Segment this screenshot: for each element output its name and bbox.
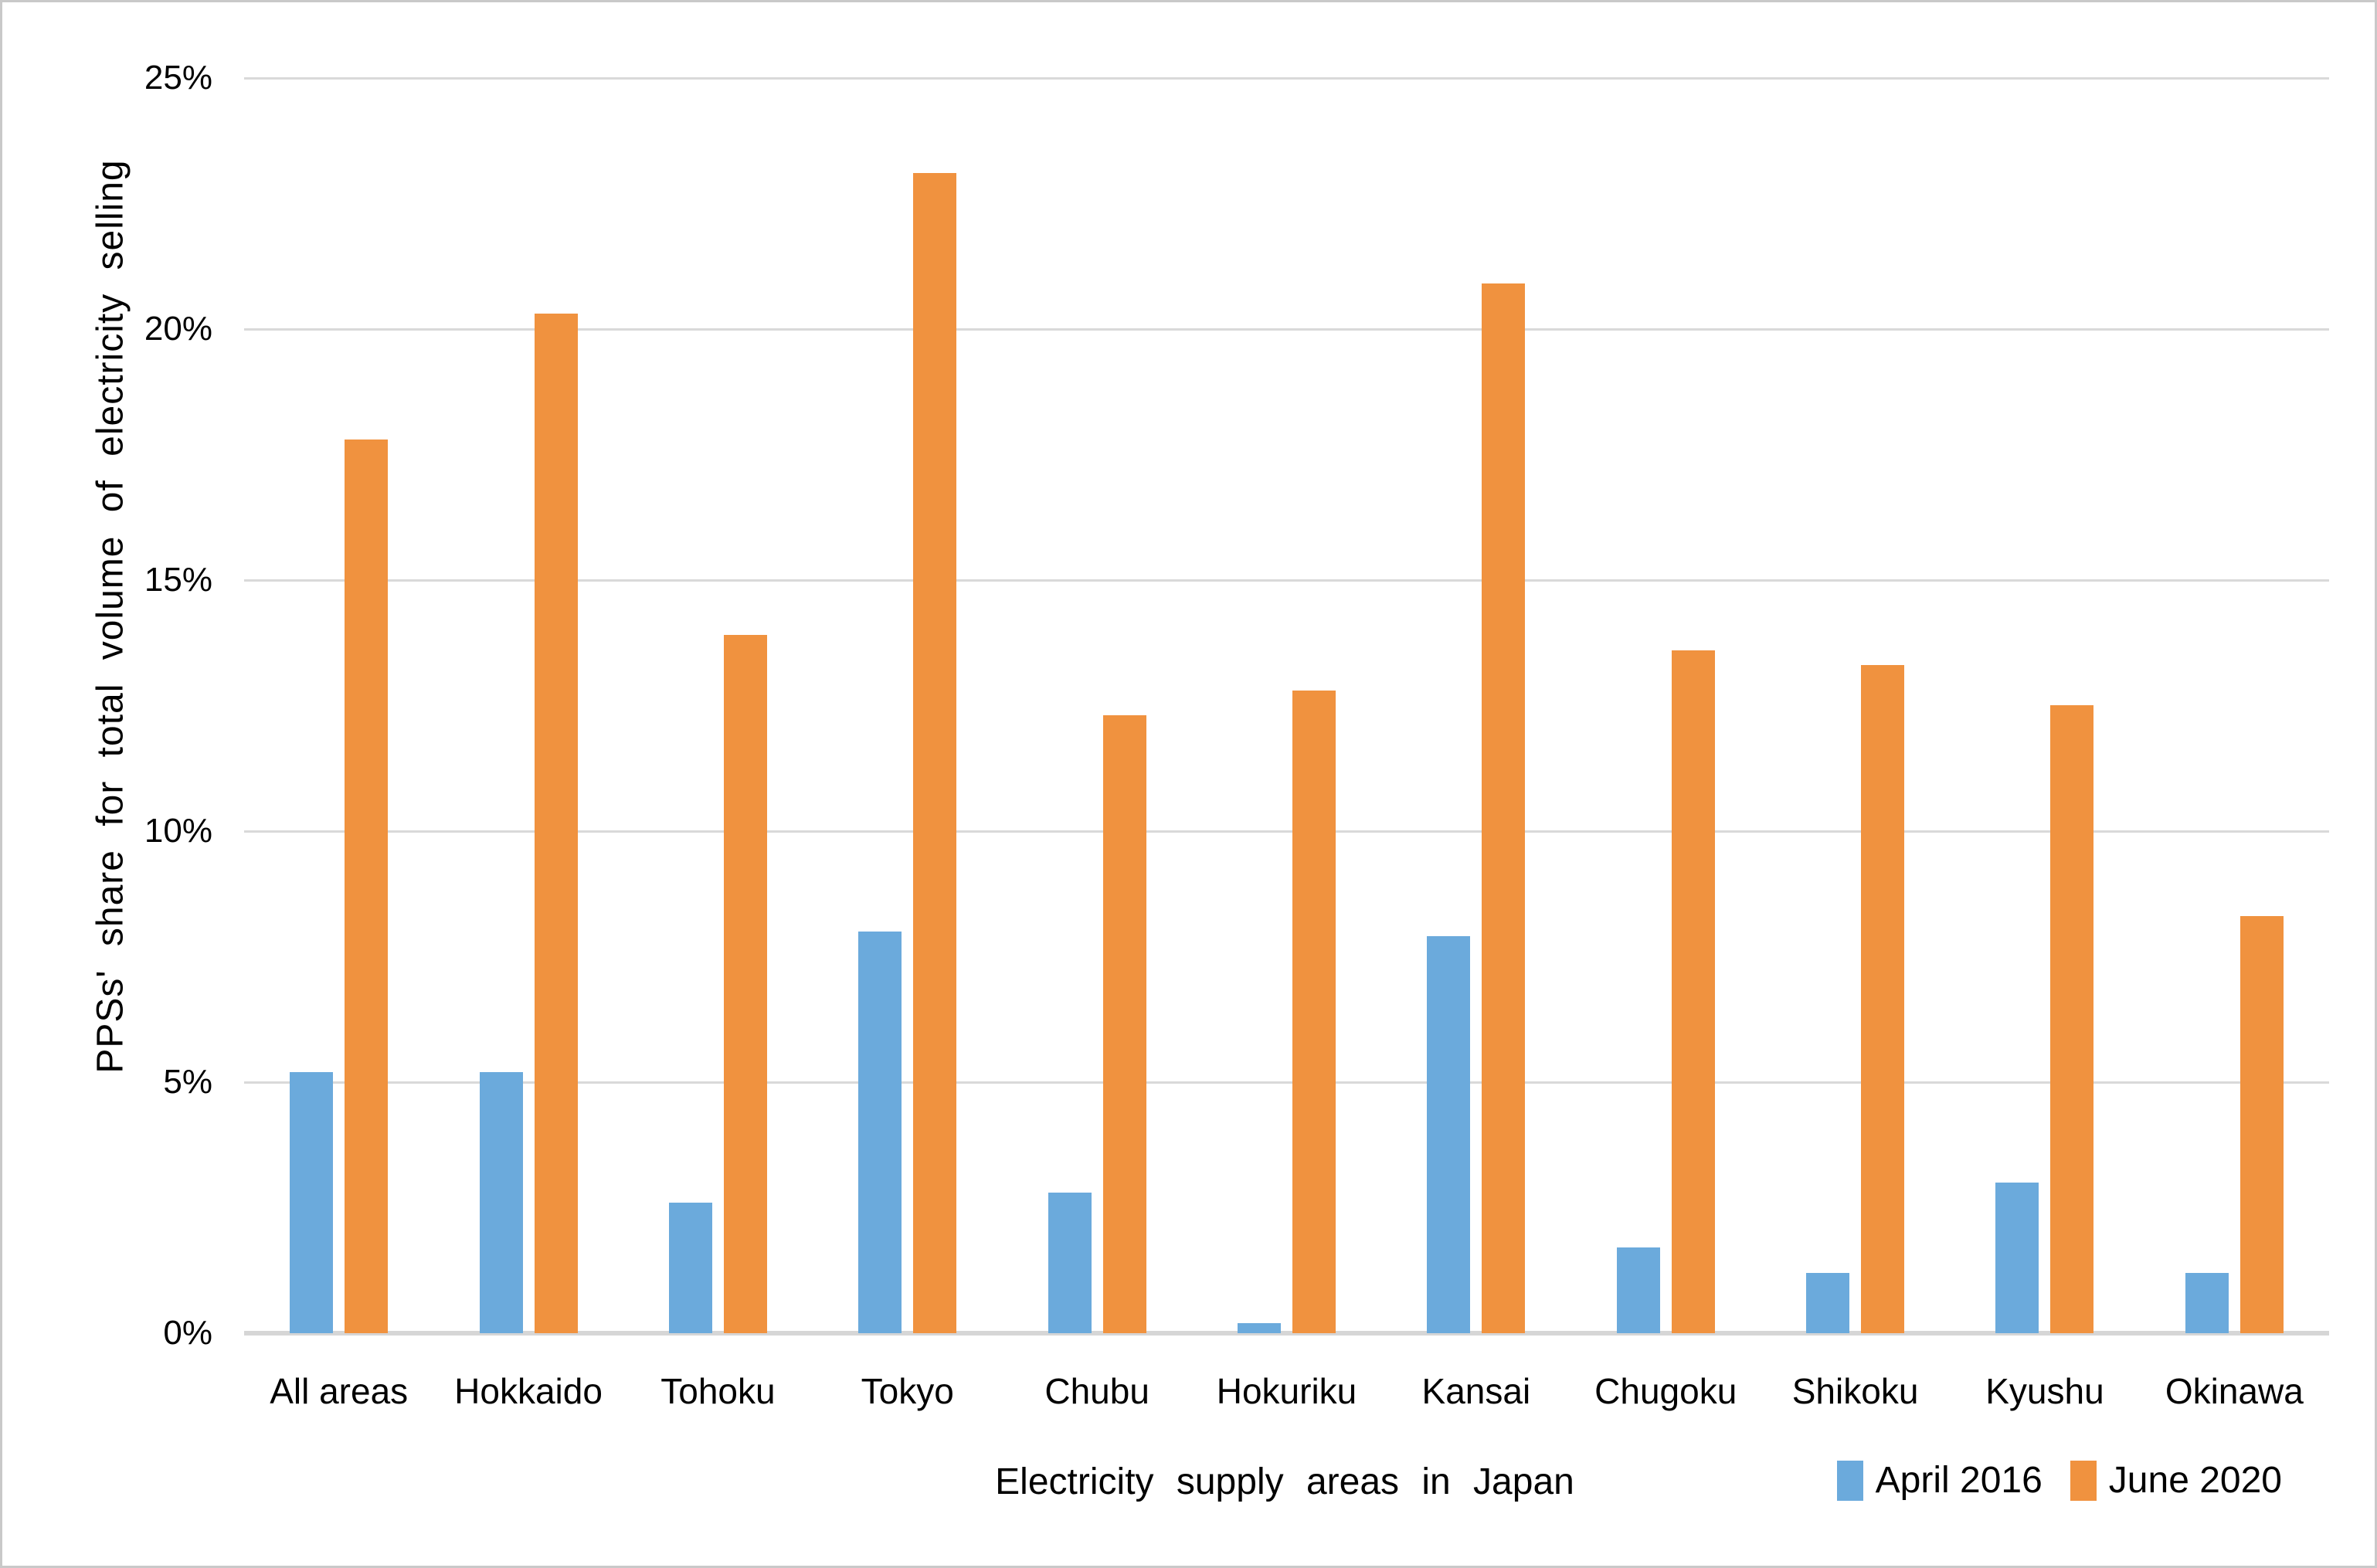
legend-label: June 2020 [2108, 1460, 2282, 1501]
y-tick-label: 15% [144, 561, 212, 599]
y-tick-label: 5% [163, 1063, 212, 1101]
x-category-label: Hokuriku [1216, 1371, 1357, 1411]
bar-june-2020-shikoku [1861, 665, 1904, 1333]
legend-marker-icon [2070, 1460, 2097, 1501]
x-category-label: Hokkaido [454, 1371, 603, 1411]
x-category-label: Tokyo [861, 1371, 954, 1411]
bar-june-2020-hokkaido [535, 314, 578, 1333]
bar-june-2020-all-areas [345, 440, 388, 1333]
bar-april-2016-shikoku [1806, 1273, 1849, 1333]
bar-april-2016-hokuriku [1238, 1323, 1281, 1333]
gridline-20pct [244, 328, 2329, 331]
bar-june-2020-okinawa [2240, 916, 2284, 1333]
x-category-label: Chubu [1044, 1371, 1149, 1411]
bar-june-2020-chugoku [1672, 650, 1715, 1333]
bar-april-2016-chugoku [1617, 1247, 1660, 1333]
x-category-label: Kansai [1421, 1371, 1531, 1411]
x-category-label: Chugoku [1594, 1371, 1737, 1411]
bar-june-2020-tokyo [913, 173, 956, 1333]
x-category-label: Okinawa [2165, 1371, 2304, 1411]
bar-april-2016-chubu [1048, 1193, 1092, 1333]
bar-june-2020-chubu [1103, 715, 1146, 1333]
gridline-15pct [244, 579, 2329, 582]
legend-item-june-2020: June 2020 [2070, 1459, 2282, 1502]
y-tick-label: 20% [144, 310, 212, 348]
x-category-label: Shikoku [1791, 1371, 1919, 1411]
legend: April 2016 June 2020 [1836, 1459, 2282, 1502]
legend-marker-icon [1836, 1460, 1863, 1501]
bar-april-2016-hokkaido [480, 1072, 523, 1333]
y-tick-label: 0% [163, 1314, 212, 1352]
gridline-5pct [244, 1081, 2329, 1084]
bar-june-2020-tohoku [724, 635, 767, 1333]
gridline-25pct [244, 77, 2329, 80]
bar-april-2016-tohoku [669, 1203, 712, 1333]
legend-label: April 2016 [1875, 1460, 2043, 1501]
bar-june-2020-hokuriku [1292, 691, 1336, 1333]
bar-april-2016-kyushu [1995, 1183, 2039, 1333]
y-tick-label: 10% [144, 812, 212, 850]
y-tick-label: 25% [144, 59, 212, 97]
bar-april-2016-tokyo [858, 932, 902, 1333]
gridline-0pct [244, 1331, 2329, 1336]
bar-june-2020-kansai [1482, 283, 1525, 1333]
legend-item-april-2016: April 2016 [1836, 1459, 2043, 1502]
x-axis-title: Electricity supply areas in Japan [995, 1461, 1574, 1502]
bar-june-2020-kyushu [2050, 705, 2093, 1333]
gridline-10pct [244, 830, 2329, 833]
x-category-label: Kyushu [1985, 1371, 2104, 1411]
x-category-label: All areas [270, 1371, 409, 1411]
bar-april-2016-kansai [1427, 936, 1470, 1333]
bar-april-2016-okinawa [2185, 1273, 2229, 1333]
x-category-label: Tohoku [660, 1371, 776, 1411]
bar-april-2016-all-areas [290, 1072, 333, 1333]
